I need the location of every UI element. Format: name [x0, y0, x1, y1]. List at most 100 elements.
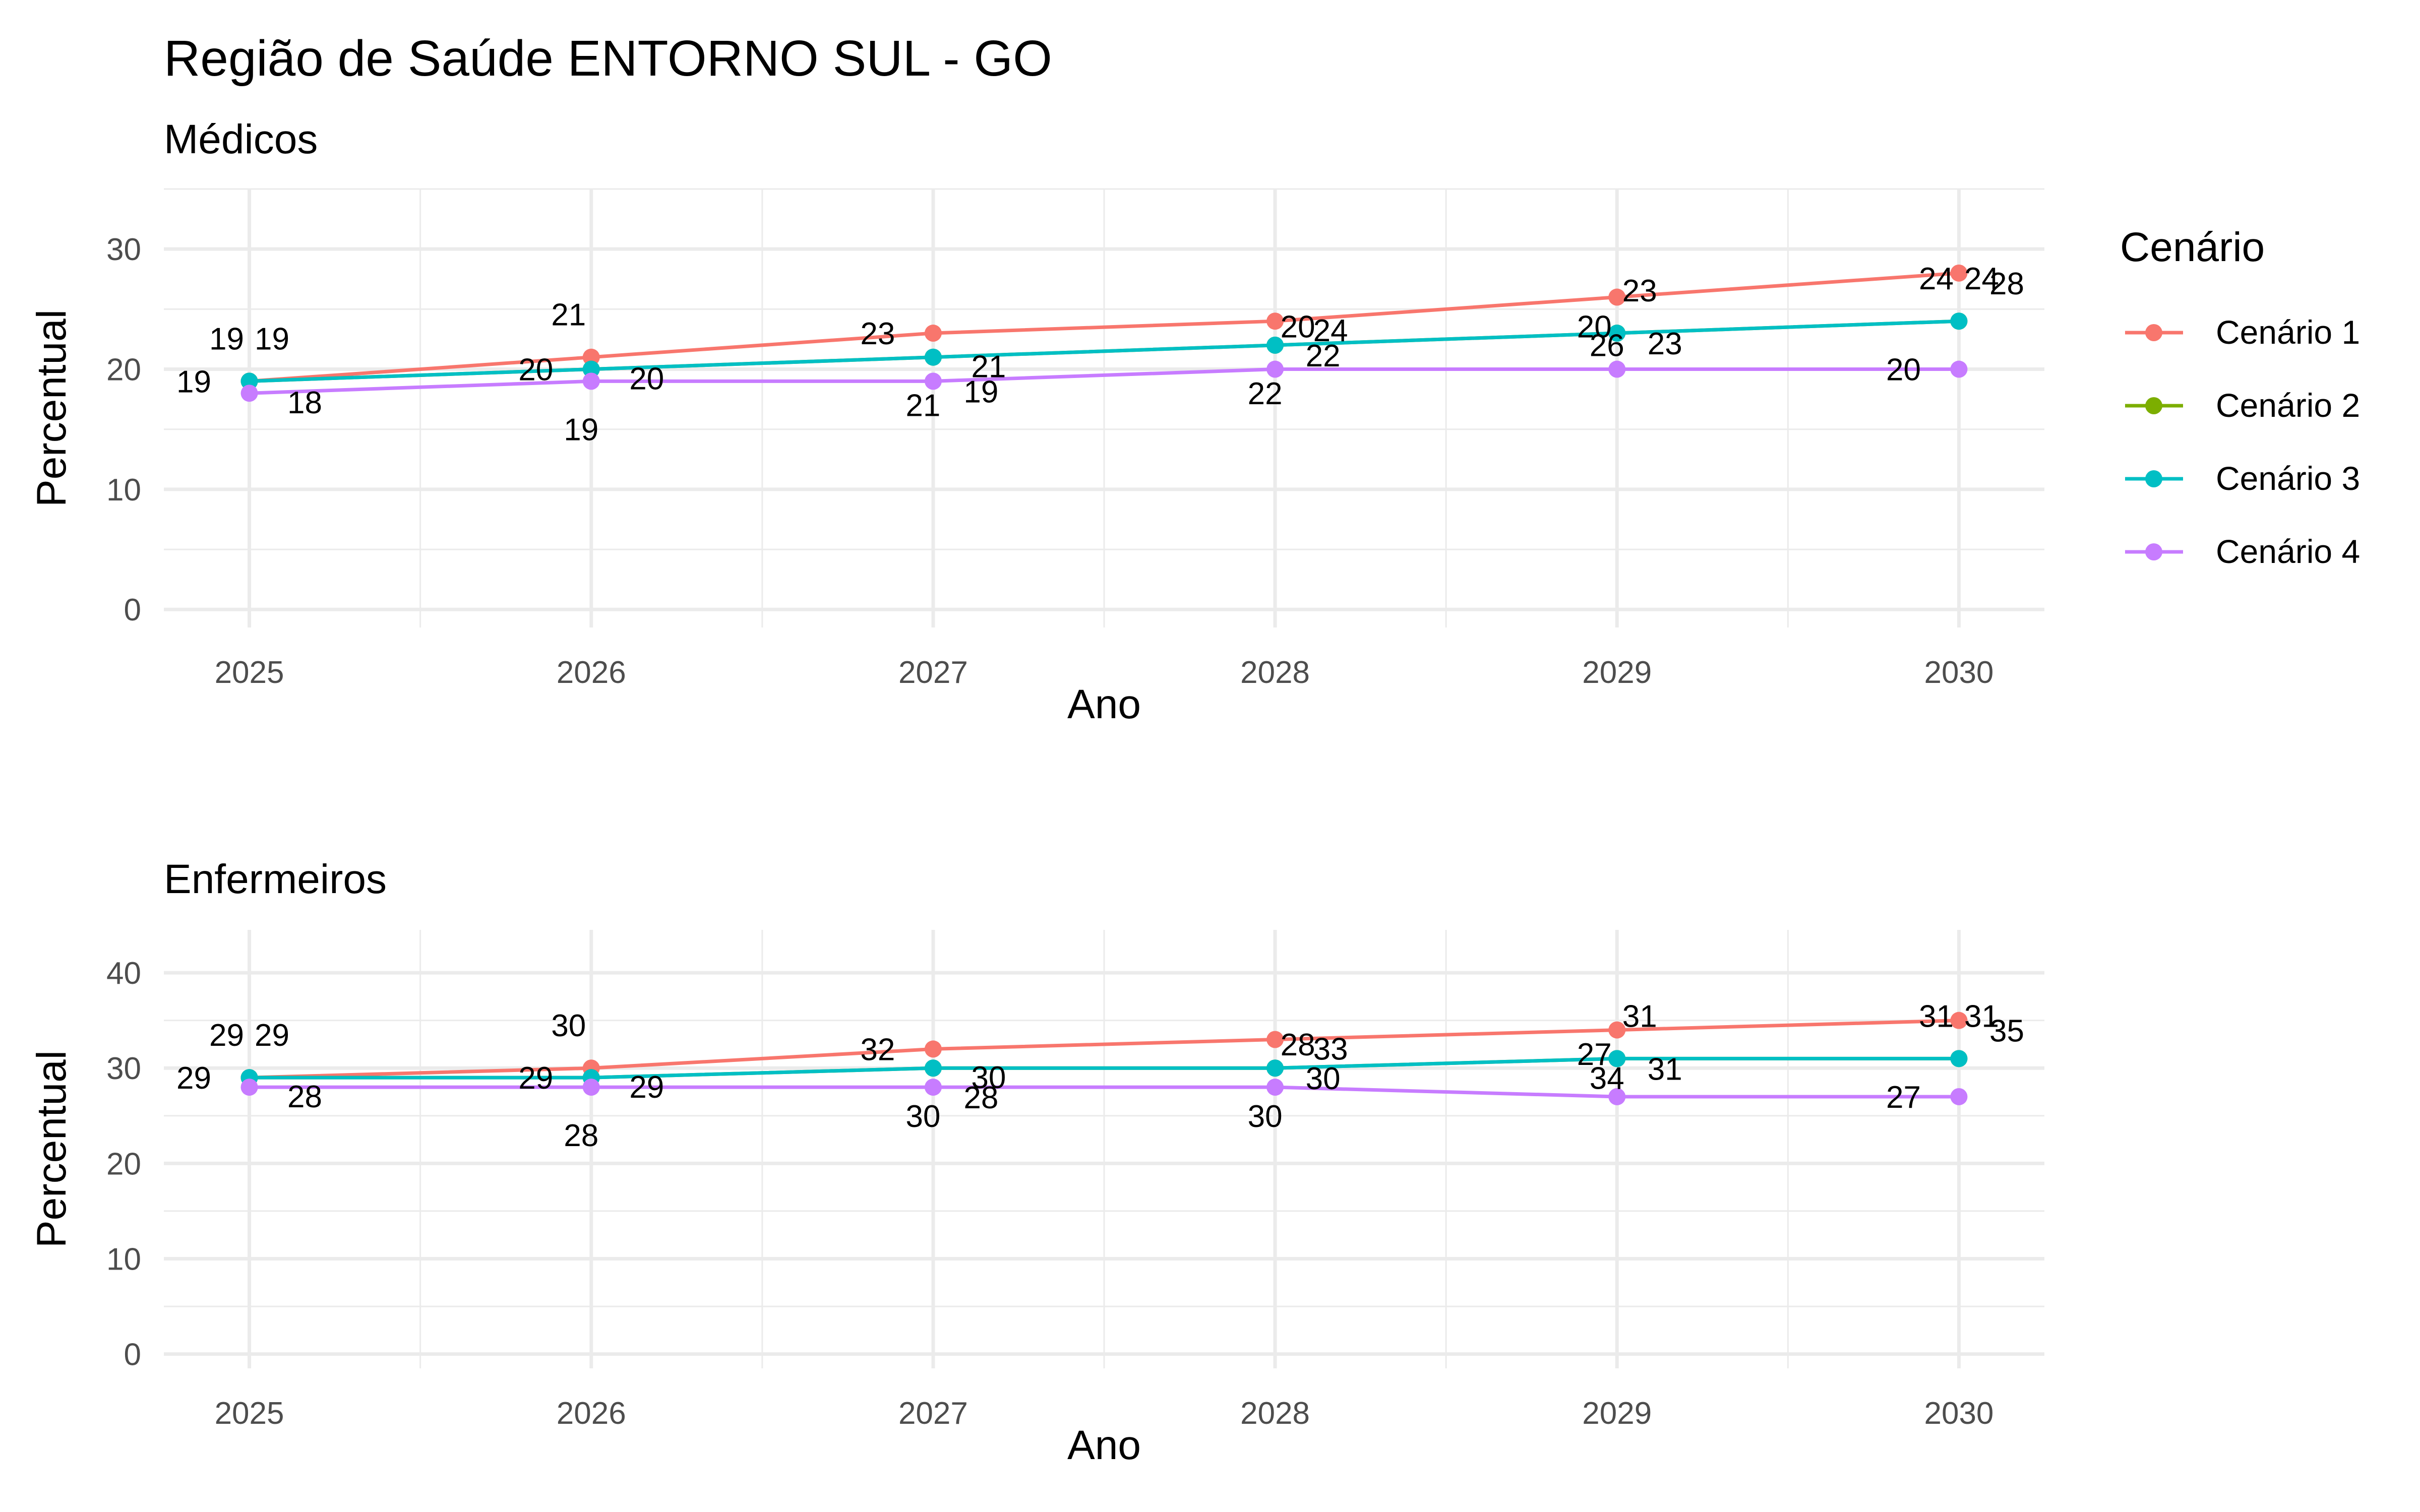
- data-point: [1950, 1012, 1968, 1029]
- data-label: 30: [551, 1009, 586, 1043]
- data-label: 23: [1648, 327, 1682, 361]
- x-tick-label: 2030: [1924, 655, 1993, 690]
- y-axis-title: Percentual: [29, 309, 75, 507]
- y-tick-label: 20: [106, 1147, 141, 1181]
- chart-title: Região de Saúde ENTORNO SUL - GO: [164, 30, 1052, 87]
- data-label: 28: [564, 1118, 598, 1153]
- data-label: 19: [963, 374, 998, 409]
- data-label: 34: [1590, 1061, 1624, 1096]
- x-tick-label: 2025: [215, 1396, 284, 1431]
- y-tick-label: 0: [124, 1338, 141, 1372]
- y-axis-title: Percentual: [29, 1050, 75, 1248]
- series-line: [249, 271, 1959, 383]
- data-point: [582, 1079, 600, 1096]
- data-point: [924, 1040, 942, 1058]
- y-tick-label: 20: [106, 353, 141, 388]
- data-label: 20: [518, 353, 553, 388]
- data-label: 31: [1648, 1052, 1682, 1087]
- data-point: [240, 372, 258, 390]
- data-label: 21: [551, 298, 586, 333]
- legend-title: Cenário: [2120, 224, 2265, 270]
- legend-key-point: [2145, 397, 2162, 414]
- x-tick-label: 2026: [557, 1396, 626, 1431]
- data-label: 24: [1919, 262, 1954, 296]
- legend-label: Cenário 1: [2216, 313, 2360, 351]
- x-tick-label: 2029: [1582, 1396, 1652, 1431]
- data-point: [924, 372, 942, 390]
- data-label: 19: [176, 364, 211, 399]
- data-point: [1608, 360, 1626, 378]
- data-label: 27: [1886, 1080, 1921, 1115]
- legend-label: Cenário 4: [2216, 533, 2360, 570]
- data-point: [1950, 1088, 1968, 1105]
- series-line: [249, 319, 1959, 383]
- legend-key-point: [2145, 324, 2162, 341]
- data-point: [924, 1059, 942, 1077]
- data-label: 28: [1281, 1028, 1315, 1062]
- data-label: 20: [1281, 310, 1315, 345]
- legend-label: Cenário 2: [2216, 387, 2360, 424]
- data-point: [1608, 325, 1626, 342]
- x-tick-label: 2029: [1582, 655, 1652, 690]
- legend-key-point: [2145, 543, 2162, 560]
- x-tick-label: 2030: [1924, 1396, 1993, 1431]
- data-label: 29: [518, 1061, 553, 1096]
- data-label: 22: [1306, 339, 1341, 373]
- data-label: 28: [287, 1080, 322, 1114]
- data-label: 28: [1989, 267, 2024, 301]
- legend-label: Cenário 3: [2216, 460, 2360, 497]
- panel-title-medicos: Médicos: [164, 116, 318, 162]
- data-label: 31: [1622, 999, 1657, 1034]
- panel-title-enfermeiros: Enfermeiros: [164, 856, 387, 902]
- data-label: 20: [629, 362, 664, 397]
- y-tick-label: 0: [124, 593, 141, 627]
- data-label: 30: [971, 1060, 1006, 1095]
- data-point: [240, 385, 258, 402]
- data-label: 23: [860, 317, 895, 351]
- x-tick-label: 2027: [898, 655, 968, 690]
- x-axis-title: Ano: [1067, 1422, 1141, 1468]
- y-tick-label: 30: [106, 1051, 141, 1086]
- data-label: 18: [287, 386, 322, 420]
- data-point: [1266, 336, 1284, 354]
- series-line: [249, 1056, 1959, 1080]
- data-label: 20: [1577, 310, 1612, 345]
- data-point: [582, 348, 600, 366]
- data-point: [924, 348, 942, 366]
- x-tick-label: 2026: [557, 655, 626, 690]
- data-label: 30: [1306, 1061, 1341, 1096]
- x-tick-label: 2027: [898, 1396, 968, 1431]
- data-point: [1950, 264, 1968, 282]
- y-tick-label: 40: [106, 956, 141, 991]
- y-tick-label: 10: [106, 1242, 141, 1277]
- data-label: 21: [971, 350, 1006, 385]
- data-point: [1608, 1021, 1626, 1039]
- data-label: 19: [564, 412, 598, 447]
- data-point: [924, 325, 942, 342]
- data-point: [1950, 1050, 1968, 1067]
- data-label: 26: [1590, 329, 1624, 363]
- data-label: 28: [963, 1081, 998, 1115]
- data-label: 30: [905, 1099, 940, 1134]
- data-point: [1608, 1050, 1626, 1067]
- series-line: [249, 367, 1959, 395]
- data-label: 29: [176, 1061, 211, 1096]
- series-line: [249, 1019, 1959, 1080]
- data-label: 32: [860, 1032, 895, 1067]
- data-label: 20: [1886, 353, 1921, 388]
- data-label: 33: [1313, 1032, 1348, 1067]
- data-point: [1266, 1059, 1284, 1077]
- data-label: 24: [1313, 313, 1348, 348]
- data-point: [1266, 1031, 1284, 1048]
- data-point: [582, 372, 600, 390]
- y-tick-label: 30: [106, 232, 141, 267]
- data-label: 29: [629, 1070, 664, 1105]
- data-label: 19: [209, 322, 244, 356]
- data-label: 29: [209, 1018, 244, 1053]
- y-tick-label: 10: [106, 473, 141, 508]
- data-label: 21: [905, 389, 940, 423]
- data-point: [1266, 312, 1284, 330]
- data-label: 35: [1989, 1014, 2024, 1049]
